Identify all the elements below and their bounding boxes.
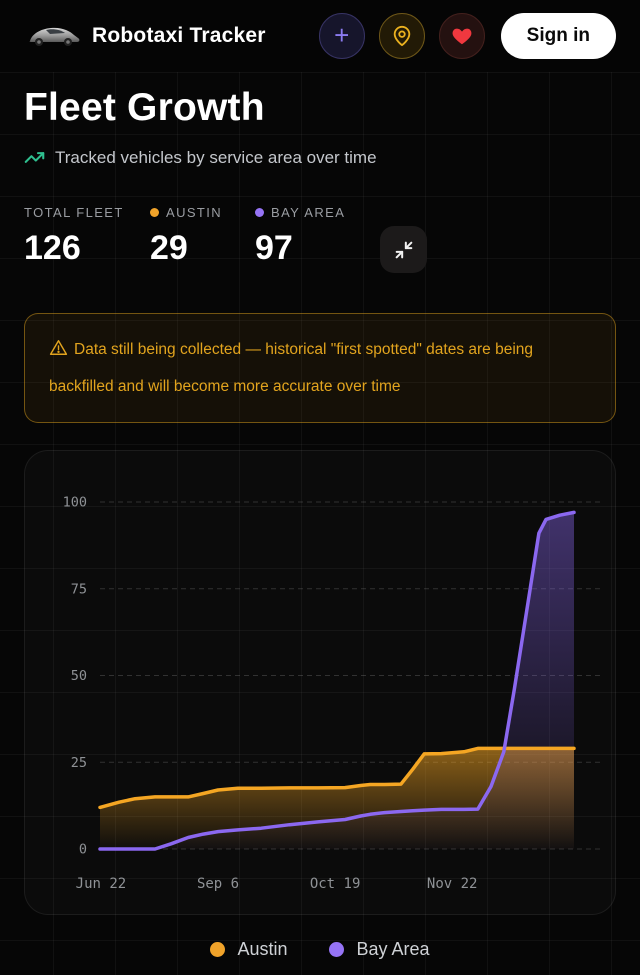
legend-label: Austin — [237, 939, 288, 959]
trending-up-icon — [24, 152, 45, 163]
area-chart-canvas: 0 25 50 75 100 Jun 22 Sep 6 Oct 19 Nov 22 — [63, 495, 603, 892]
svg-text:Jun 22: Jun 22 — [76, 876, 127, 892]
svg-text:Nov 22: Nov 22 — [427, 876, 478, 892]
location-pin-icon — [393, 25, 410, 47]
page-subtitle: Tracked vehicles by service area over ti… — [55, 147, 377, 167]
legend-item-austin: Austin — [210, 939, 287, 960]
svg-text:50: 50 — [71, 668, 87, 684]
svg-text:100: 100 — [63, 495, 87, 511]
page-title: Fleet Growth — [24, 86, 265, 129]
collapse-icon — [395, 241, 412, 258]
data-warning-banner: Data still being collected — historical … — [24, 313, 616, 423]
car-logo-icon — [24, 20, 82, 52]
stat-label: TOTAL FLEET — [24, 204, 124, 220]
warning-triangle-icon — [49, 340, 68, 355]
chart-legend: Austin Bay Area — [24, 939, 616, 960]
stat-austin: AUSTIN 29 — [150, 204, 255, 268]
svg-text:Sep 6: Sep 6 — [197, 876, 239, 892]
stats-row: TOTAL FLEET 126 AUSTIN 29 BAY AREA 97 — [24, 204, 616, 273]
x-axis-tick-labels: Jun 22 Sep 6 Oct 19 Nov 22 — [76, 876, 478, 892]
fleet-growth-chart[interactable]: 0 25 50 75 100 Jun 22 Sep 6 Oct 19 Nov 22 — [24, 450, 616, 915]
plus-icon: + — [334, 20, 350, 50]
app-header: Robotaxi Tracker + Sign in — [0, 0, 640, 72]
stat-value: 97 — [255, 229, 293, 267]
bay-area-dot-icon — [255, 207, 264, 217]
map-button[interactable] — [378, 13, 425, 59]
stat-value: 29 — [150, 229, 188, 267]
y-axis-tick-labels: 0 25 50 75 100 — [63, 495, 87, 858]
legend-item-bay-area: Bay Area — [329, 939, 430, 960]
svg-text:0: 0 — [79, 842, 87, 858]
austin-legend-dot-icon — [210, 942, 226, 957]
stat-bay-area: BAY AREA 97 — [255, 204, 380, 268]
sign-in-button[interactable]: Sign in — [500, 13, 616, 59]
favorites-button[interactable] — [438, 13, 485, 59]
app-title: Robotaxi Tracker — [92, 24, 266, 47]
svg-text:25: 25 — [71, 755, 87, 771]
collapse-stats-button[interactable] — [380, 226, 427, 273]
chart-areas — [100, 512, 574, 849]
chart-lines — [98, 510, 576, 851]
svg-text:75: 75 — [71, 581, 87, 597]
warning-text: Data still being collected — historical … — [49, 341, 534, 395]
legend-label: Bay Area — [356, 939, 430, 959]
stat-label: BAY AREA — [271, 204, 346, 220]
bay-area-legend-dot-icon — [329, 942, 345, 957]
stat-label: AUSTIN — [166, 204, 223, 220]
svg-text:Oct 19: Oct 19 — [310, 876, 361, 892]
heart-icon — [452, 28, 472, 45]
add-button[interactable]: + — [318, 13, 365, 59]
stat-total-fleet: TOTAL FLEET 126 — [24, 204, 150, 268]
stat-value: 126 — [24, 229, 81, 267]
austin-dot-icon — [150, 207, 159, 217]
